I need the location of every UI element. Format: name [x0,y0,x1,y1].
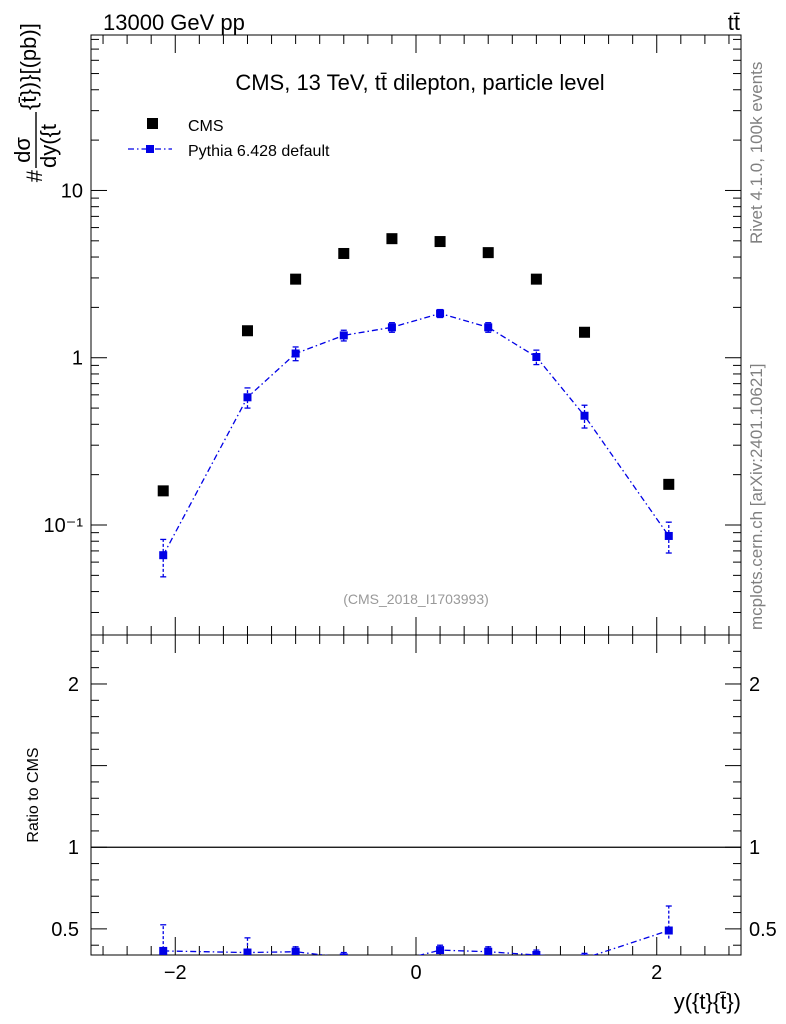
ratio-ylabel: Ratio to CMS [25,747,42,842]
legend-label-mc: Pythia 6.428 default [188,143,330,160]
mc-point [532,353,541,362]
ratio-y-tick-label: 1 [68,837,79,859]
ylabel-unit: {t̄})}[(pb)] [16,23,41,110]
ratio-y-tick-label-right: 1 [749,837,760,859]
ratio-y-tick-label: 0.5 [51,919,79,941]
analysis-watermark: (CMS_2018_I1703993) [343,591,489,607]
cms-point [530,273,542,285]
ratio-series-pythia [159,905,673,966]
main-y-tick-label: 10⁻¹ [44,515,84,537]
legend-marker-cms [147,118,158,129]
ratio-mc-point [484,947,493,955]
ratio-mc-point [339,953,348,955]
main-y-tick-label: 10 [61,180,83,202]
cms-point [579,326,591,338]
rivet-label: Rivet 4.1.0, 100k events [747,62,766,244]
mc-point [243,393,252,402]
mc-line [162,312,670,556]
ratio-panel-frame [90,634,742,956]
cms-point [290,273,302,285]
plot-title: CMS, 13 TeV, tt̄ dilepton, particle leve… [235,70,604,95]
ratio-mc-point [664,926,673,935]
main-series-pythia [159,308,673,578]
ratio-mc-point [159,946,168,955]
x-tick-label: 2 [651,962,662,984]
main-series-cms [157,233,675,497]
ratio-y-tick-label-right: 2 [749,674,760,696]
mcplots-label: mcplots.cern.ch [arXiv:2401.10621] [747,364,766,630]
ratio-y-tick-label-right: 0.5 [749,919,777,941]
ratio-axis-ticks: −2 0 2 0.5 0.5 1 1 2 2 [51,635,777,984]
cms-point [386,233,398,245]
main-ylabel: # dσ dy({t {t̄})}[(pb)] [10,23,61,182]
ratio-y-tick-label: 2 [68,674,79,696]
ratio-mc-point [243,948,252,955]
cms-point [157,485,169,497]
ratio-mc-point [532,951,541,955]
header-right: tt̄ [728,10,740,35]
x-axis-label: y({t}{t̄}) [674,989,741,1014]
main-y-tick-label: 1 [72,348,83,370]
cms-point [434,236,446,248]
ylabel-prefix: # [22,169,47,182]
ylabel-denominator: dy({t [36,124,61,168]
mc-point [339,331,348,340]
main-axis-ticks: 10⁻¹ 1 10 [44,35,741,635]
legend-marker-mc [146,145,154,153]
cms-point [241,325,253,337]
cms-point [482,247,494,259]
header-left: 13000 GeV pp [103,10,245,35]
mc-point [291,349,300,358]
ratio-mc-point [436,946,445,955]
mc-point [436,309,445,318]
ratio-mc-point [291,947,300,955]
mc-point [159,551,168,560]
x-tick-label: −2 [164,962,187,984]
mc-point [484,323,493,332]
cms-point [338,247,350,259]
cms-point [663,478,675,490]
ratio-mc-line [163,929,669,955]
ylabel-numerator: dσ [10,137,35,163]
legend: CMS Pythia 6.428 default [128,118,330,160]
mc-point [664,531,673,540]
legend-label-cms: CMS [188,118,224,135]
ratio-mc-point [580,954,589,955]
x-tick-label: 0 [410,962,421,984]
ratio-mc-point [388,958,396,966]
mc-point [387,323,396,332]
mc-point [580,411,589,420]
